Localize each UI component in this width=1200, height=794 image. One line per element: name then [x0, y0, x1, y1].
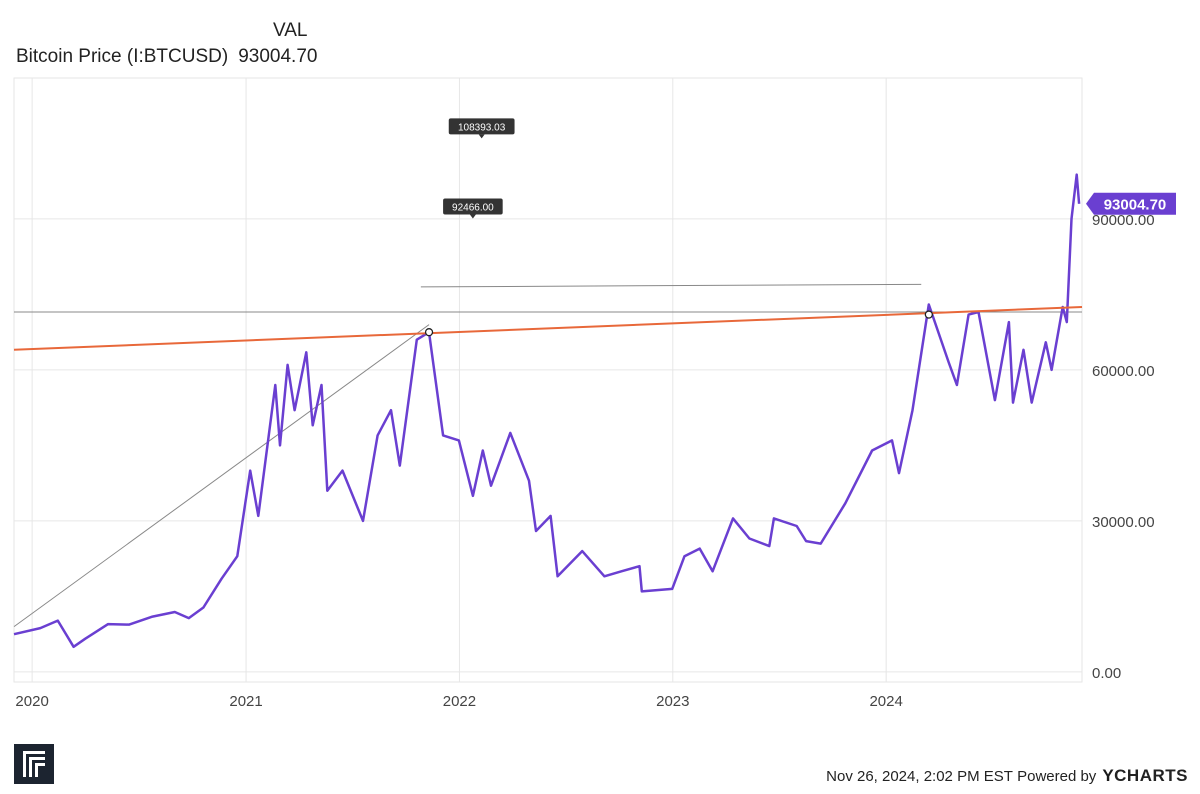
value-tag-label: 92466.00	[452, 203, 494, 214]
x-tick-label: 2021	[229, 693, 262, 710]
series-legend-label: Bitcoin Price (I:BTCUSD)	[16, 46, 229, 67]
annotation-marker	[424, 328, 434, 337]
value-tag-box	[448, 118, 515, 135]
annotation-marker	[924, 310, 933, 319]
plot-frame	[13, 77, 1083, 683]
value-tag-box	[443, 198, 503, 215]
brand-logo-icon	[14, 744, 54, 784]
value-tag-pointer	[478, 134, 485, 139]
series-legend-value: 93004.70	[238, 46, 318, 67]
ycharts-logo[interactable]: YCHARTS	[1102, 766, 1188, 785]
chart-svg: 0.00 30000.00 60000.00 90000.00 2020 2021 2022…	[13, 77, 1176, 710]
series-legend: Bitcoin Price (I:BTCUSD) 93004.70	[16, 46, 317, 68]
x-tick-label: 2020	[15, 693, 48, 710]
footer-powered-by: Powered by	[1017, 767, 1097, 785]
x-tick-label: 2023	[656, 693, 689, 710]
flat-segment-line	[420, 283, 922, 288]
x-tick-label: 2022	[443, 693, 476, 710]
series-line-btc	[13, 173, 1081, 649]
last-value-badge-label: 93004.70	[1104, 196, 1167, 213]
chart-title: VAL	[273, 20, 308, 41]
x-tick-label: 2024	[869, 693, 902, 710]
value-tag-pointer	[469, 214, 476, 219]
footer-timestamp: Nov 26, 2024, 2:02 PM EST	[826, 767, 1013, 785]
y-tick-label: 90000.00	[1092, 212, 1155, 229]
last-value-badge	[1086, 192, 1176, 215]
y-tick-label: 0.00	[1092, 665, 1121, 682]
footer: Nov 26, 2024, 2:02 PM EST Powered by YCH…	[826, 766, 1188, 786]
y-tick-label: 30000.00	[1092, 514, 1155, 531]
orange-trendline	[13, 306, 1083, 351]
diagonal-trend-line	[13, 324, 430, 628]
value-tag-label: 108393.03	[458, 122, 506, 133]
y-tick-label: 60000.00	[1092, 363, 1155, 380]
